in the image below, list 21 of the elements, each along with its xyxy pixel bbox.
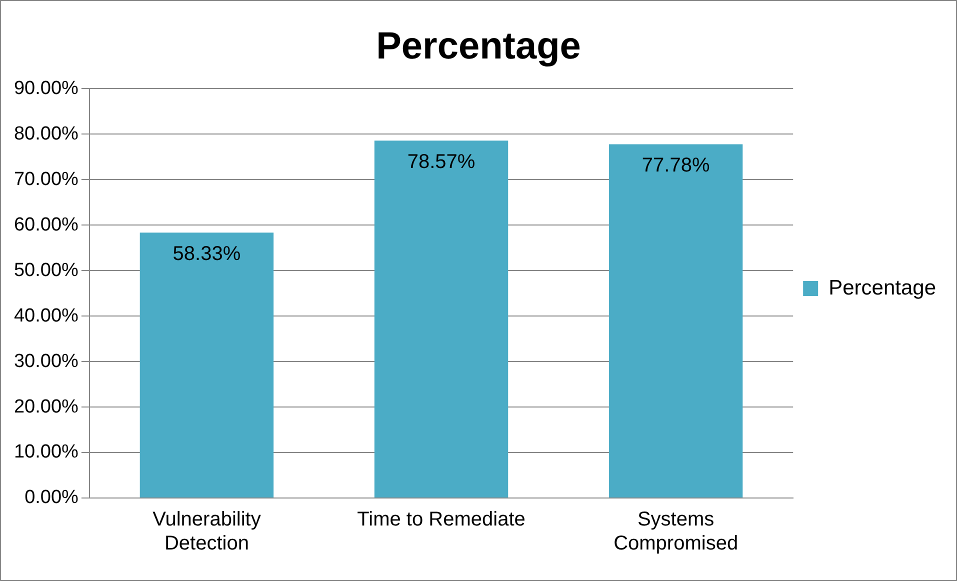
y-tick-label: 60.00% (14, 214, 79, 236)
bar (140, 232, 274, 498)
y-tick-label: 30.00% (14, 350, 79, 372)
bar (374, 140, 508, 498)
x-tick-label: Vulnerability Detection (152, 508, 261, 555)
y-tick-label: 70.00% (14, 168, 79, 190)
y-tick-label: 50.00% (14, 260, 79, 281)
x-tick-label: Systems Compromised (614, 508, 738, 555)
y-tick-label: 20.00% (14, 396, 79, 418)
data-label: 77.78% (642, 154, 710, 177)
x-tick-label: Time to Remediate (357, 508, 526, 531)
y-tick-label: 10.00% (14, 442, 79, 463)
bar (608, 144, 743, 498)
legend-label: Percentage (828, 276, 936, 300)
data-label: 58.33% (172, 243, 241, 266)
data-label: 78.57% (407, 151, 476, 174)
y-tick-label: 40.00% (14, 305, 79, 326)
y-tick-label: 90.00% (14, 78, 79, 99)
y-tick-label: 80.00% (14, 123, 79, 144)
y-tick-label: 0.00% (24, 487, 79, 508)
chart-title: Percentage (376, 25, 581, 68)
